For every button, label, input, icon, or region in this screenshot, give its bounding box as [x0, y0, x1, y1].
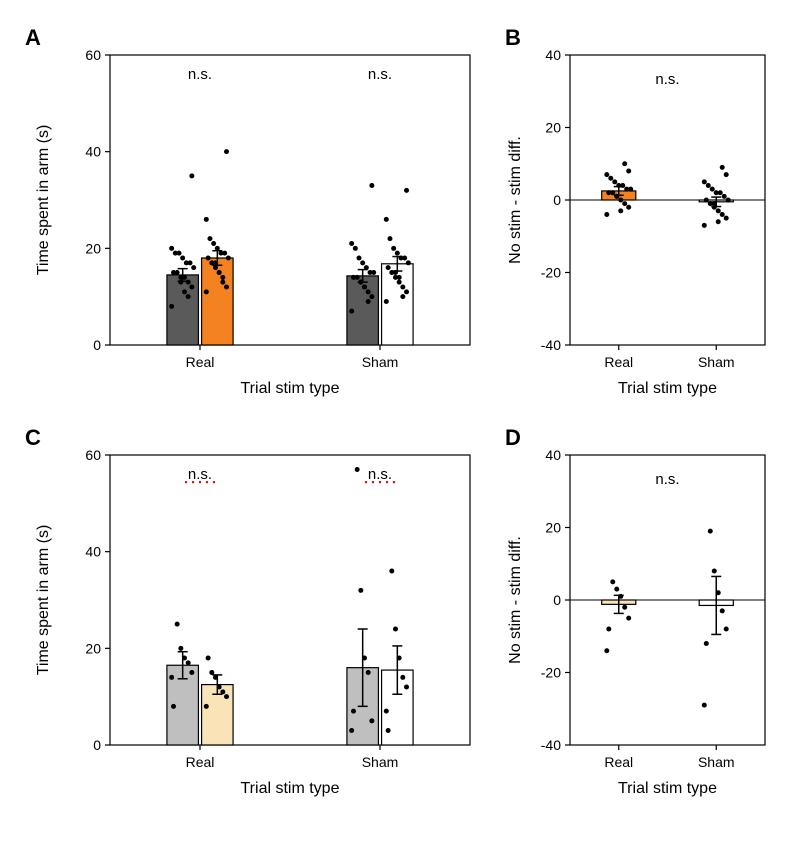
svg-text:Time spent in arm (s): Time spent in arm (s)	[35, 125, 52, 276]
svg-text:Sham: Sham	[362, 754, 399, 770]
chart-d: -40 -20 0 20 40 No stim - stim diff. Real Sham T…	[500, 420, 780, 820]
panel-label-a: A	[25, 25, 41, 51]
svg-text:-40: -40	[541, 337, 561, 353]
svg-text:Sham: Sham	[698, 754, 735, 770]
svg-text:60: 60	[85, 447, 101, 463]
chart-c: 0 20 40 60 Time spent in arm (s) Real Sham Tria…	[20, 420, 500, 820]
svg-text:Real: Real	[186, 354, 215, 370]
panel-a: A 0 20 40 60 Time spent in arm (s) Real Sham Tr…	[20, 20, 500, 420]
svg-text:Trial stim type: Trial stim type	[241, 380, 340, 397]
svg-text:Real: Real	[604, 354, 633, 370]
panel-b: B -40 -20 0 20 40 No stim - stim diff. Real Sha…	[500, 20, 780, 420]
panel-d: D -40 -20 0 20 40 No stim - stim diff. Real Sha…	[500, 420, 780, 820]
svg-text:No stim - stim diff.: No stim - stim diff.	[507, 136, 524, 264]
svg-text:60: 60	[85, 47, 101, 63]
svg-text:20: 20	[85, 640, 101, 656]
svg-text:0: 0	[93, 737, 101, 753]
svg-text:Trial stim type: Trial stim type	[618, 780, 717, 797]
svg-text:No stim - stim diff.: No stim - stim diff.	[507, 536, 524, 664]
svg-text:Real: Real	[186, 754, 215, 770]
svg-text:40: 40	[545, 47, 561, 63]
svg-text:n.s.: n.s.	[368, 466, 392, 483]
svg-text:40: 40	[85, 544, 101, 560]
svg-text:n.s.: n.s.	[188, 66, 212, 83]
panel-label-c: C	[25, 425, 41, 451]
svg-text:n.s.: n.s.	[188, 466, 212, 483]
svg-text:Trial stim type: Trial stim type	[618, 380, 717, 397]
svg-text:20: 20	[85, 240, 101, 256]
panel-c: C 0 20 40 60 Time spent in arm (s) Real Sham Tr…	[20, 420, 500, 820]
panel-label-d: D	[505, 425, 521, 451]
figure-grid: A 0 20 40 60 Time spent in arm (s) Real Sham Tr…	[20, 20, 780, 820]
svg-text:0: 0	[553, 592, 561, 608]
svg-text:-40: -40	[541, 737, 561, 753]
chart-b: -40 -20 0 20 40 No stim - stim diff. Real Sham T…	[500, 20, 780, 420]
svg-text:Time spent in arm (s): Time spent in arm (s)	[35, 525, 52, 676]
chart-a: 0 20 40 60 Time spent in arm (s) Real Sham Tria…	[20, 20, 500, 420]
svg-text:Sham: Sham	[362, 354, 399, 370]
svg-text:40: 40	[545, 447, 561, 463]
svg-text:-20: -20	[541, 665, 561, 681]
svg-text:20: 20	[545, 120, 561, 136]
svg-text:20: 20	[545, 520, 561, 536]
svg-text:40: 40	[85, 144, 101, 160]
svg-text:n.s.: n.s.	[655, 71, 679, 88]
svg-text:0: 0	[93, 337, 101, 353]
svg-text:-20: -20	[541, 265, 561, 281]
panel-label-b: B	[505, 25, 521, 51]
svg-text:n.s.: n.s.	[368, 66, 392, 83]
svg-text:n.s.: n.s.	[655, 471, 679, 488]
svg-text:Sham: Sham	[698, 354, 735, 370]
svg-text:0: 0	[553, 192, 561, 208]
svg-text:Trial stim type: Trial stim type	[241, 780, 340, 797]
svg-text:Real: Real	[604, 754, 633, 770]
